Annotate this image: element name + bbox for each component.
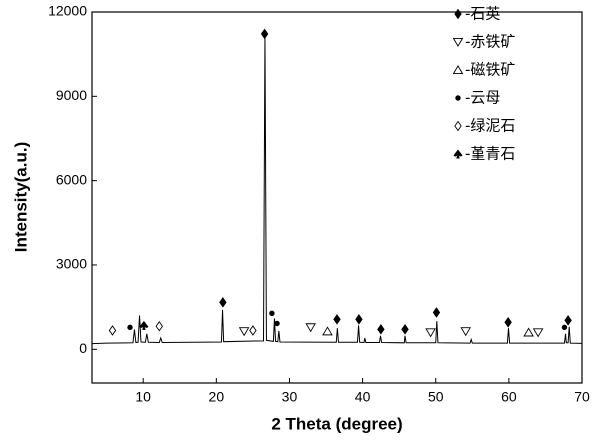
peak-marker [377,324,385,335]
peak-marker [460,327,472,337]
plot-frame [91,11,583,384]
legend-symbol [455,95,461,101]
peak-marker [260,28,269,40]
peak-marker [127,324,133,331]
x-tick-label: 40 [355,389,371,405]
peak-marker [355,314,363,325]
legend-symbol [453,149,463,159]
peak-marker [274,320,280,327]
peak-marker [425,328,436,338]
peak-marker [333,314,341,325]
y-tick-label: 6000 [56,171,87,187]
x-tick-label: 70 [574,389,590,405]
peak-marker [155,320,163,332]
x-tick-label: 50 [428,389,444,405]
peak-marker [238,327,250,337]
peak-marker [219,297,227,308]
legend-symbol [452,65,464,75]
peak-marker [561,324,568,331]
peak-marker [139,320,149,330]
peak-marker [305,323,316,333]
peak-marker [564,315,572,326]
y-tick-label: 9000 [56,87,87,103]
x-tick-label: 60 [501,389,517,405]
xrd-line [91,34,583,345]
legend-label: -赤铁矿 [465,33,515,51]
x-tick-label: 20 [209,389,225,405]
peak-marker [269,310,275,317]
peak-marker [504,317,512,328]
y-tick-label: 12000 [48,3,87,19]
legend-symbol [454,120,462,132]
legend-label: -云母 [465,89,500,107]
y-tick-label: 0 [79,340,87,356]
legend-symbol [454,8,462,20]
x-tick-label: 10 [135,389,151,405]
legend-label: -堇青石 [465,145,515,163]
peak-marker [322,326,333,336]
x-axis-title: 2 Theta (degree) [271,414,402,433]
legend-label: -石英 [465,5,500,23]
peak-marker [532,328,544,338]
peak-marker [249,325,257,336]
peak-marker [523,327,534,337]
legend-label: -绿泥石 [465,117,515,135]
peak-marker [401,324,409,335]
y-tick-label: 3000 [56,256,87,272]
peak-marker [432,307,441,318]
legend-label: -磁铁矿 [465,61,515,79]
x-tick-label: 30 [282,389,298,405]
peak-marker [108,325,117,336]
legend-symbol [452,37,464,47]
y-axis-title: Intensity(a.u.) [11,142,30,253]
